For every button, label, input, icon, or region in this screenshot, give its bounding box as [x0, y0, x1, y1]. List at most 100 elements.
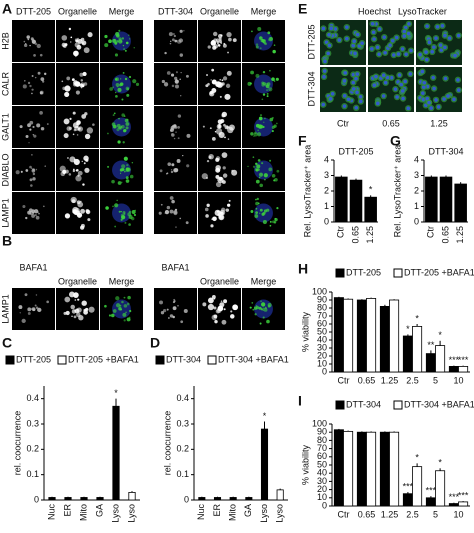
- signal: [271, 130, 274, 133]
- signal: [254, 167, 259, 172]
- legend-label: DTT-304 +BAFA1: [404, 399, 474, 409]
- bar: [379, 305, 390, 373]
- signal: [123, 48, 126, 51]
- signal: [204, 207, 209, 212]
- signal: [78, 315, 84, 321]
- signal: [65, 310, 70, 316]
- signal: [273, 44, 276, 46]
- y-tick-label: 0.2: [26, 444, 39, 454]
- signal: [171, 84, 175, 88]
- nucleus: [422, 80, 427, 85]
- signal: [124, 49, 127, 52]
- signal: [166, 308, 169, 311]
- signal: [183, 308, 188, 314]
- signal: [264, 178, 266, 181]
- signal: [261, 162, 264, 165]
- signal: [82, 183, 85, 186]
- signal: [218, 176, 223, 181]
- signal: [81, 42, 85, 45]
- legend-swatch: [335, 400, 345, 410]
- signal: [263, 307, 268, 312]
- signal: [254, 214, 259, 218]
- signal: [207, 297, 214, 304]
- panel-label: F: [298, 133, 307, 149]
- legend-swatch: [5, 355, 15, 365]
- signal: [63, 118, 70, 125]
- signal: [210, 79, 212, 81]
- signal: [29, 178, 33, 182]
- signal: [173, 34, 176, 38]
- signal: [262, 220, 267, 225]
- signal: [25, 216, 28, 220]
- y-tick-label: 0: [324, 216, 329, 226]
- nucleus: [385, 75, 390, 80]
- signal: [262, 309, 264, 311]
- signal: [256, 305, 258, 307]
- signal: [35, 294, 38, 296]
- signal: [258, 306, 262, 310]
- signal: [223, 299, 228, 304]
- signal: [66, 126, 72, 131]
- signal: [276, 169, 280, 173]
- y-tick-label: 0.1: [176, 469, 189, 479]
- signal: [80, 79, 84, 82]
- signal: [115, 83, 120, 87]
- signal: [220, 211, 224, 215]
- signal: [77, 201, 84, 208]
- nucleus: [407, 22, 411, 26]
- signal: [208, 153, 214, 160]
- signal: [223, 308, 226, 311]
- signal: [263, 173, 268, 178]
- bar: [48, 497, 56, 501]
- legend-label: DTT-205: [346, 267, 381, 277]
- signal: [224, 125, 229, 130]
- signal: [31, 308, 33, 310]
- signal: [84, 133, 91, 140]
- bar: [80, 497, 88, 501]
- signal: [112, 86, 114, 88]
- signal: [272, 220, 275, 224]
- signal: [31, 154, 33, 156]
- signal: [21, 318, 26, 324]
- signal: [29, 84, 32, 88]
- significance: ***: [403, 481, 414, 491]
- signal: [19, 312, 21, 314]
- signal: [255, 73, 260, 78]
- x-tick-label: Lyso: [259, 504, 269, 523]
- signal: [211, 68, 215, 72]
- signal: [263, 121, 265, 123]
- bar: [448, 365, 459, 373]
- nucleus: [346, 97, 351, 102]
- signal: [124, 77, 128, 81]
- signal: [122, 312, 127, 317]
- bar: [448, 503, 459, 507]
- signal: [92, 123, 95, 126]
- signal: [216, 123, 222, 129]
- signal: [255, 201, 259, 206]
- signal: [247, 165, 249, 168]
- signal: [276, 122, 278, 125]
- signal: [174, 39, 177, 43]
- column-label: Organelle: [200, 276, 239, 286]
- signal: [185, 221, 189, 225]
- signal: [276, 207, 279, 210]
- bar: [402, 493, 413, 507]
- y-tick-label: 60: [317, 318, 327, 328]
- y-tick-label: 0.4: [26, 393, 39, 403]
- x-tick-label: ER: [62, 504, 72, 517]
- signal: [19, 125, 23, 129]
- signal: [28, 142, 30, 144]
- signal: [218, 37, 222, 41]
- legend-swatch: [207, 355, 217, 365]
- signal: [124, 118, 129, 123]
- nucleus: [358, 95, 363, 99]
- signal: [179, 53, 184, 57]
- signal: [64, 213, 71, 219]
- signal: [70, 41, 72, 43]
- signal: [213, 297, 216, 300]
- nucleus: [421, 85, 426, 89]
- signal: [212, 216, 217, 222]
- signal: [76, 123, 79, 126]
- signal: [33, 54, 36, 57]
- y-tick-label: 0: [34, 494, 39, 504]
